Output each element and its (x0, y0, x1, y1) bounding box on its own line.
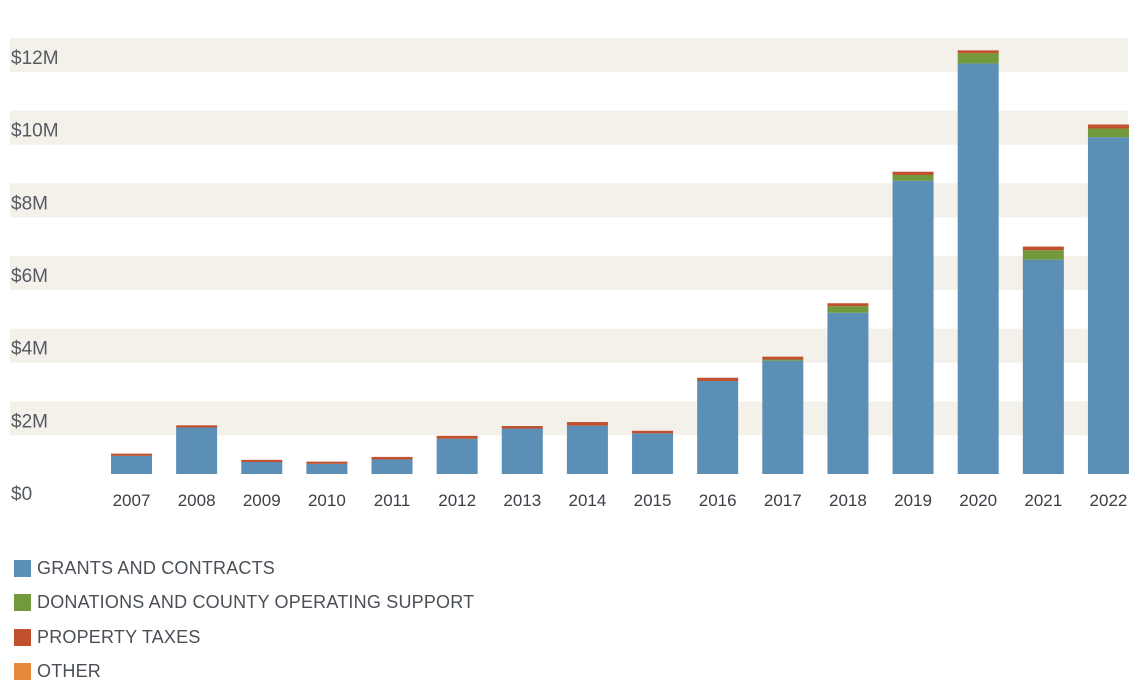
x-tick-label: 2013 (503, 491, 541, 510)
y-tick-label: $10M (11, 121, 59, 142)
x-tick-label: 2015 (634, 491, 672, 510)
legend-swatch (14, 594, 31, 612)
x-tick-label: 2010 (308, 491, 346, 510)
x-tick-label: 2021 (1024, 491, 1062, 510)
bar-segment (176, 427, 218, 474)
bar-segment (306, 461, 348, 464)
bar-segment (371, 459, 413, 474)
x-tick-label: 2019 (894, 491, 932, 510)
grid-band (10, 38, 1128, 72)
bar-segment (892, 174, 934, 181)
bar-segment (111, 453, 152, 456)
grid-band (10, 110, 1128, 145)
bar-segment (632, 430, 674, 434)
x-tick-label: 2016 (699, 491, 737, 510)
bars (111, 50, 1129, 475)
bar-segment (436, 435, 478, 439)
bar-segment (1022, 259, 1064, 474)
bar-segment (241, 462, 283, 474)
bar-segment (111, 455, 152, 474)
bar-segment (501, 428, 543, 474)
legend-label: PROPERTY TAXES (37, 626, 201, 647)
x-tick-label: 2007 (113, 491, 151, 510)
bar-segment (1022, 250, 1064, 260)
grid-band (10, 328, 1128, 363)
bar-segment (306, 463, 348, 474)
bar-segment (827, 306, 869, 313)
legend-swatch (14, 559, 31, 577)
bar-segment (1087, 124, 1129, 129)
bar-segment (436, 438, 478, 474)
bar-segment (501, 426, 543, 429)
bar-segment (697, 377, 739, 381)
x-tick-label: 2022 (1090, 491, 1128, 510)
grid-band (10, 183, 1128, 218)
grid-bands (10, 38, 1128, 436)
y-tick-label: $12M (11, 48, 59, 69)
bar-segment (566, 425, 608, 474)
bar-segment (957, 53, 999, 64)
x-tick-label: 2008 (178, 491, 216, 510)
bar-segment (697, 380, 739, 474)
x-tick-label: 2012 (438, 491, 476, 510)
y-tick-label: $6M (11, 266, 48, 287)
bar-segment (632, 433, 674, 474)
bar-segment (957, 63, 999, 474)
legend-item: DONATIONS AND COUNTY OPERATING SUPPORT (14, 586, 474, 621)
legend-swatch (14, 663, 31, 681)
y-axis-ticks: $0 $2M $4M $6M $8M $10M $12M (11, 48, 59, 505)
y-tick-label: $8M (11, 193, 48, 214)
bar-segment (1087, 128, 1129, 138)
bar-segment (762, 359, 804, 361)
legend-item: PROPERTY TAXES (14, 620, 474, 655)
bar-segment (762, 356, 804, 360)
bar-segment (892, 180, 934, 475)
x-tick-label: 2020 (959, 491, 997, 510)
bar-segment (1022, 246, 1064, 251)
bar-segment (762, 360, 804, 474)
x-axis-ticks: 2007 2008 2009 2010 2011 2012 2013 2014 2015 2016… (113, 491, 1128, 510)
legend-item: GRANTS AND CONTRACTS (14, 551, 474, 586)
legend-label: OTHER (37, 661, 101, 682)
bar-segment (371, 456, 413, 460)
x-tick-label: 2018 (829, 491, 867, 510)
bar-segment (566, 422, 608, 426)
bar-segment (1087, 137, 1129, 474)
y-tick-label: $4M (11, 339, 48, 360)
bar-segment (957, 50, 999, 54)
bar-segment (176, 425, 218, 428)
bar-segment (827, 303, 869, 307)
grid-band (10, 256, 1128, 290)
bar-segment (892, 171, 934, 175)
x-tick-label: 2017 (764, 491, 802, 510)
legend-label: DONATIONS AND COUNTY OPERATING SUPPORT (37, 592, 475, 613)
x-tick-label: 2014 (568, 491, 606, 510)
stacked-bar-chart: $0$2M$4M$6M$8M$10M$12M 2007 2008 2009 2010 2… (10, 38, 1129, 510)
y-tick-label: $2M (11, 411, 48, 432)
x-tick-label: 2011 (374, 491, 411, 510)
legend: GRANTS AND CONTRACTS DONATIONS AND COUNTY… (14, 551, 474, 689)
legend-label: GRANTS AND CONTRACTS (37, 557, 276, 578)
legend-swatch (14, 628, 31, 646)
x-tick-label: 2009 (243, 491, 281, 510)
bar-segment (827, 312, 869, 474)
legend-item: OTHER (14, 655, 474, 690)
y-tick-label: $0 (11, 484, 32, 505)
bar-segment (241, 459, 283, 463)
